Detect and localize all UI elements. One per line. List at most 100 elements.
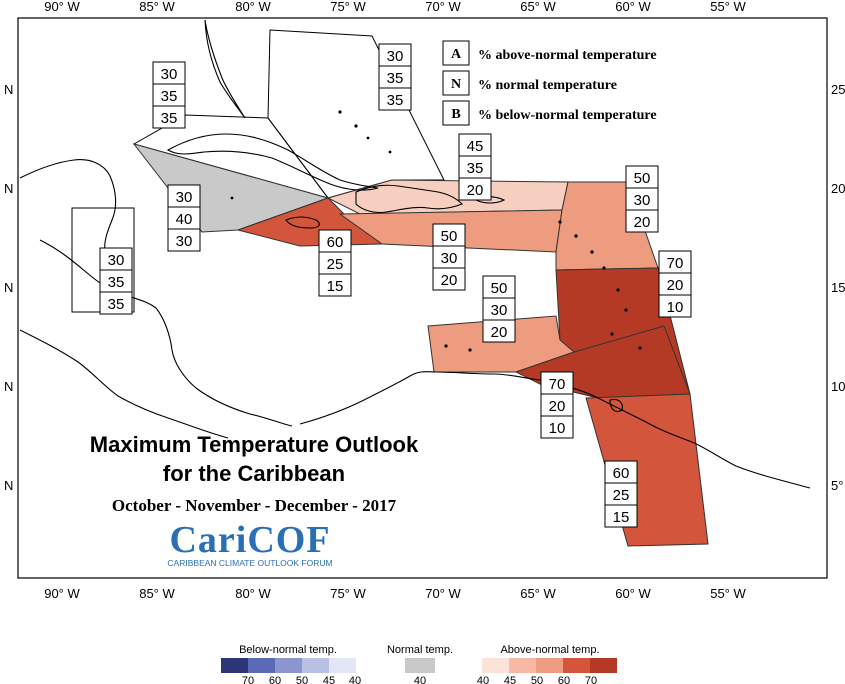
island-dot	[574, 234, 578, 238]
island-dot	[354, 124, 358, 128]
lon-label: 90° W	[44, 586, 80, 601]
prob-below: 10	[549, 420, 566, 437]
prob-above: 50	[634, 170, 651, 187]
prob-normal: 30	[634, 192, 651, 209]
colorbar-tick: 40	[414, 675, 426, 684]
prob-below: 35	[387, 92, 404, 109]
colorbar-tick: 70	[585, 675, 597, 684]
lat-label: 15°	[831, 280, 845, 295]
prob-box-abc-islands: 50 30 20	[482, 275, 516, 343]
lon-label: 55° W	[710, 0, 746, 14]
island-dot	[388, 150, 392, 154]
prob-below: 20	[467, 182, 484, 199]
colorbar-tick: 45	[504, 675, 516, 684]
lon-label: 70° W	[425, 586, 461, 601]
colorbar-swatch	[590, 658, 617, 673]
colorbar-tick: 60	[269, 675, 281, 684]
colorbar-tick: 40	[477, 675, 489, 684]
prob-box-leeward: 50 30 20	[625, 165, 659, 233]
colorbar-normal-title: Normal temp.	[387, 644, 453, 656]
colorbar-tick: 40	[349, 675, 361, 684]
lat-label: N	[4, 379, 13, 394]
colorbar-tick: 45	[323, 675, 335, 684]
lon-label: 65° W	[520, 0, 556, 14]
lat-label: 5°	[831, 478, 843, 493]
trinidad-coast	[609, 398, 623, 413]
prob-normal: 20	[667, 277, 684, 294]
prob-box-jamaica: 60 25 15	[318, 229, 352, 297]
island-dot	[230, 196, 234, 200]
prob-box-hispaniola-north: 45 35 20	[458, 133, 492, 201]
island-dot	[366, 136, 370, 140]
prob-above: 30	[176, 189, 193, 206]
lat-label: N	[4, 181, 13, 196]
logo-wordmark: CariCOF	[169, 519, 330, 561]
lon-label: 60° W	[615, 0, 651, 14]
prob-box-belize: 30 35 35	[99, 247, 133, 315]
island-dot	[616, 288, 620, 292]
guianas-coast	[597, 397, 811, 489]
prob-above: 60	[327, 234, 344, 251]
prob-above: 50	[491, 280, 508, 297]
central-america-coast	[19, 239, 293, 439]
lon-label: 65° W	[520, 586, 556, 601]
colorbar-swatch	[248, 658, 275, 673]
colorbar-swatch	[329, 658, 356, 673]
prob-below: 35	[108, 296, 125, 313]
prob-above: 50	[441, 228, 458, 245]
lat-label: N	[4, 82, 13, 97]
colorbar-swatch	[536, 658, 563, 673]
lat-label: 25°	[831, 82, 845, 97]
lon-labels-top: 90° W 85° W 80° W 75° W 70° W 65° W 60° …	[44, 0, 746, 14]
prob-normal: 40	[176, 211, 193, 228]
prob-below: 20	[634, 214, 651, 231]
prob-above: 30	[108, 252, 125, 269]
lon-labels-bottom: 90° W 85° W 80° W 75° W 70° W 65° W 60° …	[44, 586, 746, 601]
prob-above: 60	[613, 465, 630, 482]
islands	[230, 110, 642, 352]
prob-below: 35	[161, 110, 178, 127]
prob-normal: 25	[613, 487, 630, 504]
prob-box-windward: 70 20 10	[658, 250, 692, 318]
colorbar-below: Below-normal temp. 70 60 50 45 40	[221, 644, 361, 684]
prob-below: 20	[491, 324, 508, 341]
lat-labels-left: N N N N N	[4, 82, 13, 493]
prob-box-bahamas: 30 35 35	[378, 43, 412, 111]
logo-subtitle: CARIBBEAN CLIMATE OUTLOOK FORUM	[167, 558, 332, 568]
lon-label: 55° W	[710, 586, 746, 601]
lat-label: N	[4, 280, 13, 295]
caricof-logo: CariCOF CARIBBEAN CLIMATE OUTLOOK FORUM	[167, 519, 332, 568]
prob-box-cuba: 30 35 35	[152, 61, 186, 129]
key-letter-b: B	[451, 107, 460, 122]
prob-box-hispaniola-south: 50 30 20	[432, 223, 466, 291]
key-letter-n: N	[451, 77, 461, 92]
colorbar-swatch	[302, 658, 329, 673]
prob-box-guianas: 60 25 15	[604, 460, 638, 528]
island-dot	[338, 110, 342, 114]
key-text-b: % below-normal temperature	[478, 108, 657, 123]
prob-below: 20	[441, 272, 458, 289]
island-dot	[602, 266, 606, 270]
hispaniola-coast	[355, 184, 463, 214]
key-box-a	[442, 40, 470, 66]
prob-normal: 35	[108, 274, 125, 291]
prob-above: 70	[667, 255, 684, 272]
colorbar-below-title: Below-normal temp.	[239, 644, 337, 656]
colorbar-swatch	[509, 658, 536, 673]
lon-label: 70° W	[425, 0, 461, 14]
island-dot	[624, 308, 628, 312]
lat-label: 10°	[831, 379, 845, 394]
colombia-venezuela-coast	[299, 371, 599, 425]
key-letter-a: A	[451, 47, 462, 62]
island-dot	[590, 250, 594, 254]
forecast-regions	[71, 29, 709, 547]
map-title-line1: Maximum Temperature Outlook	[90, 432, 419, 457]
lon-label: 80° W	[235, 586, 271, 601]
island-dot	[638, 346, 642, 350]
colorbar-normal: Normal temp. 40	[387, 644, 453, 684]
key-box-n	[442, 70, 470, 96]
lon-label: 75° W	[330, 586, 366, 601]
prob-below: 15	[613, 509, 630, 526]
prob-normal: 35	[467, 160, 484, 177]
prob-above: 70	[549, 376, 566, 393]
